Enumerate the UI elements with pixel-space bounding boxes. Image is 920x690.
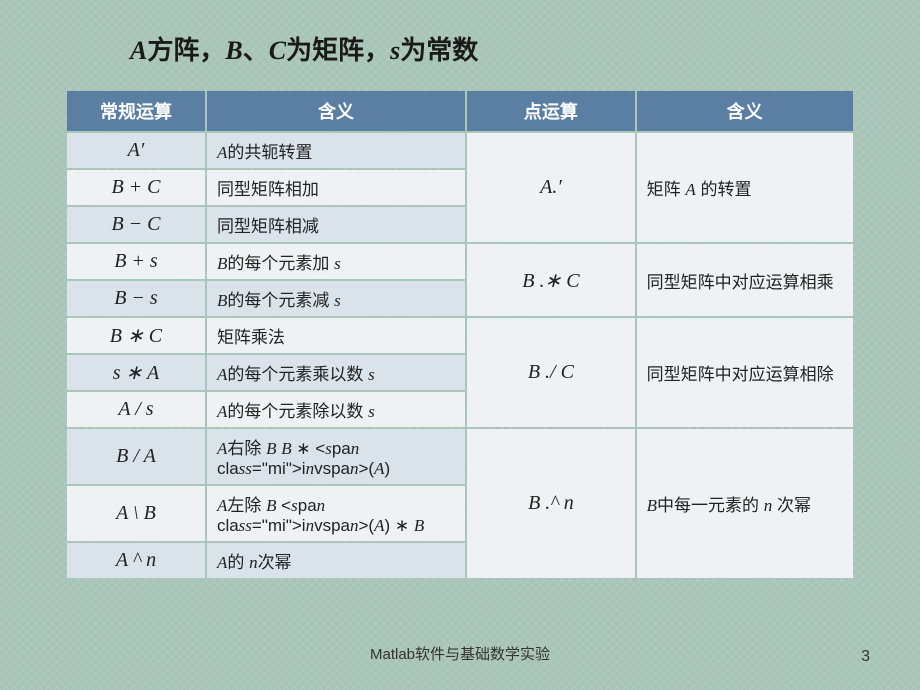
op-cell: A′ [67, 133, 205, 168]
meaning-cell: A的共轭转置 [207, 133, 465, 168]
meaning-cell: A左除 B <span class="mi">invspan>(A) ∗ B [207, 486, 465, 541]
header-col-0: 常规运算 [67, 91, 205, 131]
meaning-cell: 矩阵乘法 [207, 318, 465, 353]
dot-op-cell: B ./ C [467, 318, 634, 427]
meaning-cell: A右除 B B ∗ <span class="mi">invspan>(A) [207, 429, 465, 484]
op-cell: A \ B [67, 486, 205, 541]
table-row: B ∗ C矩阵乘法B ./ C同型矩阵中对应运算相除 [67, 318, 853, 353]
footer-text: Matlab软件与基础数学实验 [0, 643, 920, 664]
slide: A方阵，B、C为矩阵，s为常数 常规运算 含义 点运算 含义 A′A的共轭转置A… [0, 0, 920, 690]
table-row: B / AA右除 B B ∗ <span class="mi">invspan>… [67, 429, 853, 484]
operations-table: 常规运算 含义 点运算 含义 A′A的共轭转置A.′矩阵 A 的转置B + C同… [65, 89, 855, 580]
op-cell: s ∗ A [67, 355, 205, 390]
header-col-1: 含义 [207, 91, 465, 131]
op-cell: B + s [67, 244, 205, 279]
dot-op-cell: B .^ n [467, 429, 634, 578]
meaning-cell: B的每个元素减 s [207, 281, 465, 316]
title-A: A [130, 36, 147, 65]
dot-op-cell: B .∗ C [467, 244, 634, 316]
table-row: A′A的共轭转置A.′矩阵 A 的转置 [67, 133, 853, 168]
page-number: 3 [861, 648, 870, 666]
op-cell: B ∗ C [67, 318, 205, 353]
table-row: B + sB的每个元素加 sB .∗ C同型矩阵中对应运算相乘 [67, 244, 853, 279]
op-cell: B − s [67, 281, 205, 316]
meaning-cell: 同型矩阵相减 [207, 207, 465, 242]
dot-meaning-cell: 同型矩阵中对应运算相除 [637, 318, 853, 427]
table-header-row: 常规运算 含义 点运算 含义 [67, 91, 853, 131]
meaning-cell: 同型矩阵相加 [207, 170, 465, 205]
op-cell: A ^ n [67, 543, 205, 578]
meaning-cell: A的每个元素乘以数 s [207, 355, 465, 390]
table-body: A′A的共轭转置A.′矩阵 A 的转置B + C同型矩阵相加B − C同型矩阵相… [67, 133, 853, 578]
meaning-cell: B的每个元素加 s [207, 244, 465, 279]
slide-title: A方阵，B、C为矩阵，s为常数 [130, 30, 920, 67]
op-cell: B − C [67, 207, 205, 242]
op-cell: B / A [67, 429, 205, 484]
header-col-2: 点运算 [467, 91, 634, 131]
dot-op-cell: A.′ [467, 133, 634, 242]
dot-meaning-cell: 同型矩阵中对应运算相乘 [637, 244, 853, 316]
meaning-cell: A的每个元素除以数 s [207, 392, 465, 427]
header-col-3: 含义 [637, 91, 853, 131]
op-cell: B + C [67, 170, 205, 205]
dot-meaning-cell: 矩阵 A 的转置 [637, 133, 853, 242]
op-cell: A / s [67, 392, 205, 427]
meaning-cell: A的 n次幂 [207, 543, 465, 578]
dot-meaning-cell: B中每一元素的 n 次幂 [637, 429, 853, 578]
